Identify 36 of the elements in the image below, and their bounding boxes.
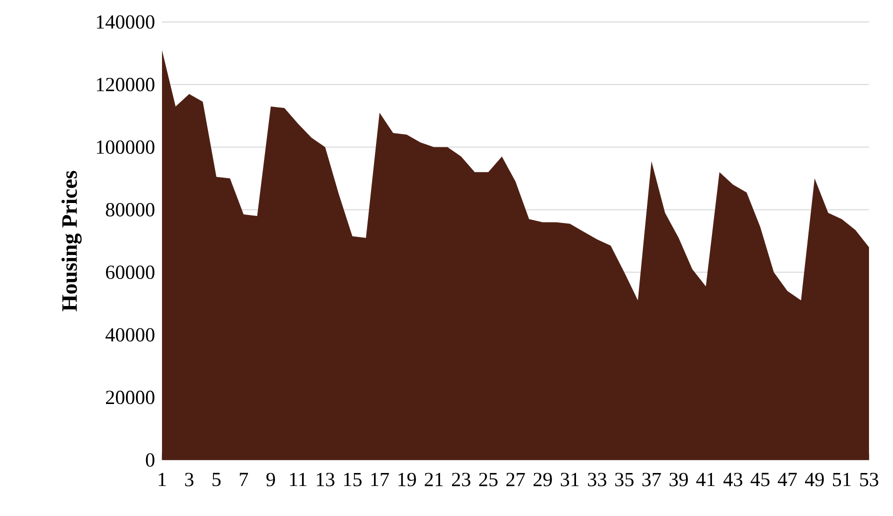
x-tick-label: 11: [290, 472, 306, 486]
x-tick-label: 15: [344, 472, 362, 486]
y-tick-label: 120000: [96, 78, 154, 92]
x-tick-label: 27: [506, 472, 525, 486]
x-tick-label: 51: [832, 472, 851, 486]
y-tick-label: 140000: [96, 15, 154, 29]
x-tick-label: 19: [398, 472, 416, 486]
x-tick-label: 5: [212, 472, 221, 486]
x-tick-label: 39: [670, 472, 688, 486]
x-tick-label: 1: [158, 472, 166, 486]
x-tick-label: 25: [479, 472, 498, 486]
x-tick-label: 31: [560, 472, 579, 486]
x-tick-label: 21: [424, 472, 443, 486]
x-tick-label: 29: [534, 472, 552, 486]
x-tick-label: 49: [805, 472, 824, 486]
x-tick-label: 37: [642, 472, 661, 486]
x-tick-label: 45: [750, 472, 770, 486]
x-tick-label: 35: [615, 472, 634, 486]
x-tick-label: 7: [240, 472, 248, 486]
x-tick-label: 23: [452, 472, 470, 486]
y-tick-label: 40000: [106, 328, 154, 342]
y-tick-label: 0: [146, 453, 154, 467]
x-tick-label: 33: [588, 472, 606, 486]
x-tick-label: 17: [371, 472, 389, 486]
y-tick-label: 20000: [106, 390, 154, 404]
y-tick-label: 80000: [106, 202, 154, 216]
x-tick-label: 41: [696, 472, 715, 486]
x-tick-label: 53: [860, 472, 878, 486]
y-tick-label: 60000: [106, 266, 154, 280]
y-tick-label: 100000: [96, 140, 154, 154]
y-axis-title: Housing Prices: [61, 170, 82, 312]
x-tick-label: 13: [316, 472, 334, 486]
x-tick-label: 9: [266, 472, 275, 486]
x-tick-label: 3: [185, 472, 194, 486]
x-tick-label: 47: [778, 472, 797, 486]
x-tick-label: 43: [723, 472, 742, 486]
